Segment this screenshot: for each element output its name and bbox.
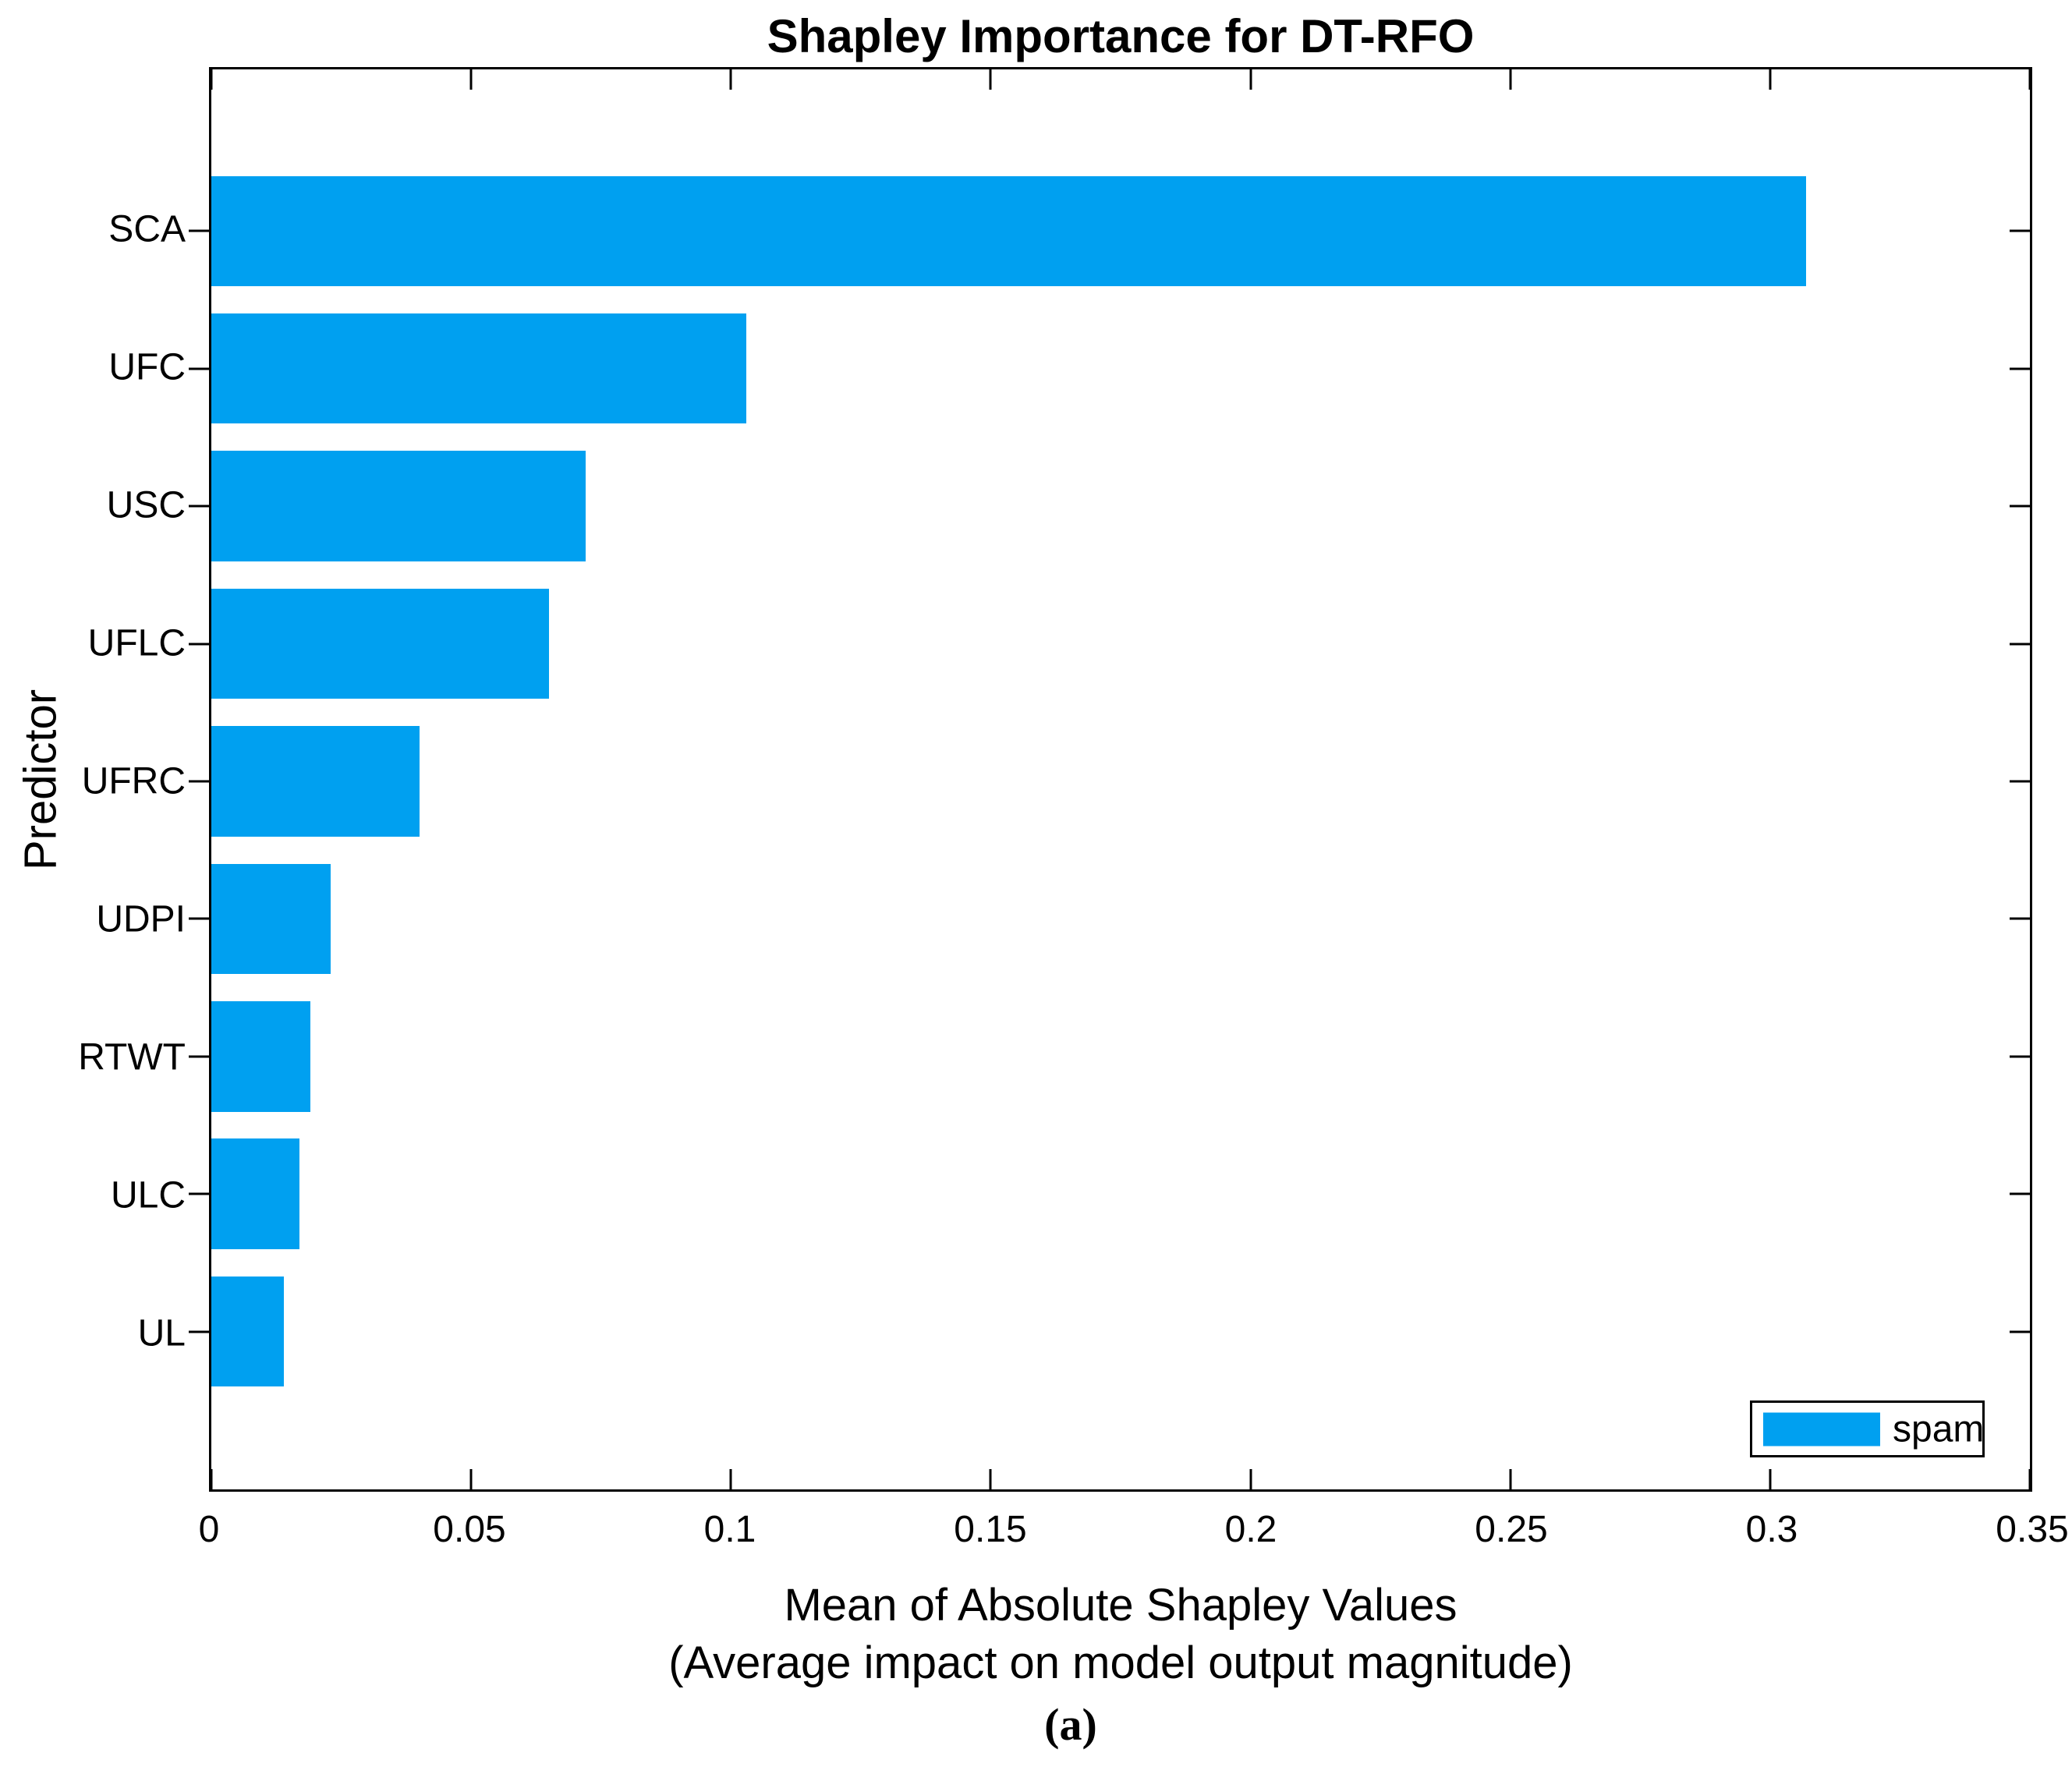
- x-tick-label-0.3: 0.3: [1745, 1509, 1798, 1550]
- bar-ufrc: [211, 726, 420, 837]
- x-tick-bottom-0.3: [1769, 1469, 1772, 1489]
- y-category-label-uflc: UFLC: [87, 622, 186, 664]
- y-tick-right-ufc: [2010, 367, 2030, 370]
- y-category-label-rtwt: RTWT: [78, 1036, 186, 1078]
- y-category-label-ufrc: UFRC: [81, 760, 186, 802]
- y-tick-right-udpi: [2010, 917, 2030, 920]
- y-category-label-ulc: ULC: [110, 1174, 186, 1216]
- y-tick-left-ulc: [189, 1192, 209, 1195]
- y-tick-right-ufrc: [2010, 780, 2030, 783]
- bar-ul: [211, 1276, 285, 1387]
- x-tick-top-0.2: [1249, 69, 1252, 90]
- plot-area: spam: [189, 67, 2032, 1492]
- legend-label: spam: [1893, 1408, 1985, 1450]
- y-category-label-ul: UL: [137, 1312, 186, 1354]
- x-tick-bottom-0.35: [2028, 1469, 2031, 1489]
- bar-udpi: [211, 863, 331, 975]
- x-tick-label-0: 0: [198, 1509, 220, 1550]
- y-tick-left-rtwt: [189, 1055, 209, 1058]
- x-tick-label-0.35: 0.35: [1996, 1509, 2069, 1550]
- legend: spam: [1750, 1400, 1985, 1457]
- bar-rtwt: [211, 1001, 310, 1112]
- x-axis-label-line2: (Average impact on model output magnitud…: [668, 1638, 1573, 1688]
- y-tick-left-ufc: [189, 367, 209, 370]
- x-tick-top-0.1: [729, 69, 732, 90]
- x-axis-label: Mean of Absolute Shapley Values (Average…: [668, 1577, 1573, 1692]
- x-tick-label-0.05: 0.05: [433, 1509, 506, 1550]
- x-tick-top-0.15: [989, 69, 992, 90]
- x-tick-bottom-0.2: [1249, 1469, 1252, 1489]
- bar-sca: [211, 175, 1807, 287]
- subfigure-caption: (a): [1044, 1699, 1097, 1750]
- x-tick-label-0.1: 0.1: [703, 1509, 756, 1550]
- x-tick-top-0.25: [1509, 69, 1512, 90]
- bar-ulc: [211, 1138, 300, 1249]
- x-tick-bottom-0.1: [729, 1469, 732, 1489]
- x-tick-label-0.25: 0.25: [1475, 1509, 1548, 1550]
- y-category-label-ufc: UFC: [108, 346, 186, 388]
- y-tick-right-uflc: [2010, 643, 2030, 646]
- y-category-label-sca: SCA: [108, 208, 186, 250]
- y-tick-right-rtwt: [2010, 1055, 2030, 1058]
- y-category-label-udpi: UDPI: [96, 898, 186, 940]
- y-tick-left-ufrc: [189, 780, 209, 783]
- y-axis-label: Predictor: [15, 689, 66, 871]
- x-tick-top-0: [210, 69, 213, 90]
- bar-uflc: [211, 588, 550, 699]
- x-tick-bottom-0.15: [989, 1469, 992, 1489]
- bar-usc: [211, 451, 586, 561]
- y-tick-right-usc: [2010, 505, 2030, 508]
- y-tick-left-udpi: [189, 917, 209, 920]
- y-tick-right-ul: [2010, 1330, 2030, 1333]
- legend-swatch-spam: [1763, 1412, 1880, 1446]
- bar-ufc: [211, 313, 747, 424]
- x-tick-label-0.15: 0.15: [954, 1509, 1027, 1550]
- y-category-label-usc: USC: [106, 484, 186, 526]
- x-tick-top-0.05: [469, 69, 473, 90]
- y-tick-left-ul: [189, 1330, 209, 1333]
- chart-title: Shapley Importance for DT-RFO: [767, 10, 1475, 62]
- x-tick-label-0.2: 0.2: [1224, 1509, 1277, 1550]
- x-tick-bottom-0: [210, 1469, 213, 1489]
- x-tick-top-0.35: [2028, 69, 2031, 90]
- y-tick-right-sca: [2010, 229, 2030, 232]
- y-tick-left-usc: [189, 505, 209, 508]
- x-tick-labels: 0 0.05 0.1 0.15 0.2 0.25 0.3 0.35: [199, 1508, 2069, 1558]
- x-tick-top-0.3: [1769, 69, 1772, 90]
- x-tick-bottom-0.05: [469, 1469, 473, 1489]
- x-axis-label-line1: Mean of Absolute Shapley Values: [784, 1580, 1457, 1631]
- y-tick-left-sca: [189, 229, 209, 232]
- x-tick-bottom-0.25: [1509, 1469, 1512, 1489]
- y-tick-right-ulc: [2010, 1192, 2030, 1195]
- y-tick-left-uflc: [189, 643, 209, 646]
- y-category-labels: SCA UFC USC UFLC UFRC UDPI RTWT ULC UL: [0, 67, 186, 1492]
